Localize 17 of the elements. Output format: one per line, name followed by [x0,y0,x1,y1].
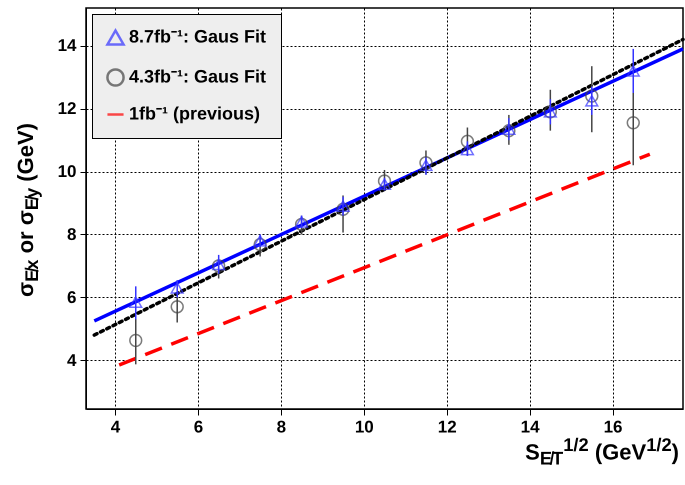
x-tick-label: 6 [194,418,204,436]
x-tick-label: 16 [604,418,622,436]
y-tick-label: 6 [67,288,76,307]
y-tick-label: 10 [58,162,76,182]
y-tick-label: 8 [67,224,76,244]
legend-label: 1fb⁻¹ (previous) [129,104,260,124]
x-tick-label: 14 [520,418,540,436]
x-tick-label: 12 [438,418,457,436]
legend-label: 8.7fb⁻¹: Gaus Fit [129,26,266,46]
x-tick-label: 8 [276,418,286,436]
y-tick-label: 12 [58,99,76,118]
x-tick-label: 10 [354,418,374,436]
x-tick-label: 4 [110,418,121,436]
y-tick-label: 14 [58,36,78,56]
y-tick-label: 4 [67,350,78,370]
legend-label: 4.3fb⁻¹: Gaus Fit [129,66,266,86]
x-axis-title: S$_{E̸T}$$^{1/2}$ (GeV$^{1/2}$) [525,434,679,469]
